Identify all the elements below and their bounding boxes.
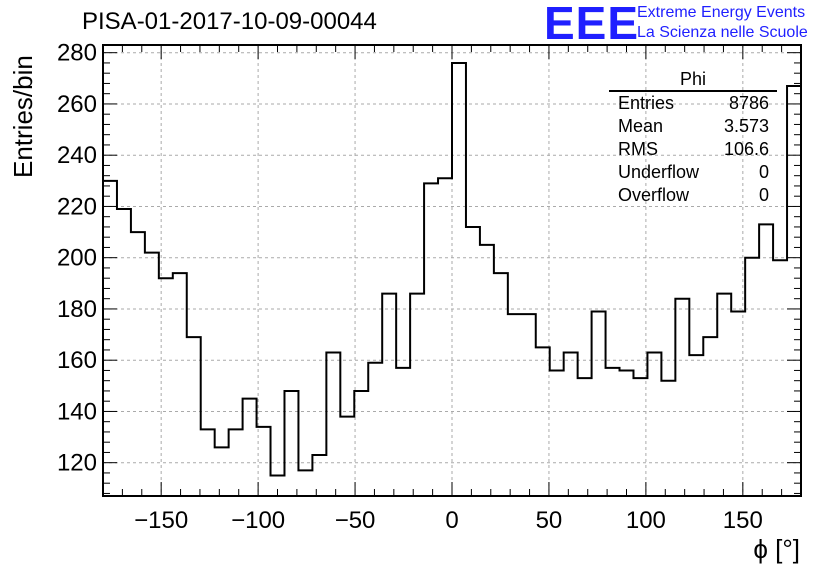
histogram-bin [689, 355, 703, 496]
stats-label: Entries [618, 93, 675, 113]
histogram-bin [284, 391, 298, 496]
histogram-bin [703, 337, 717, 496]
histogram-bin [326, 353, 340, 497]
y-tick-label: 180 [57, 296, 97, 323]
histogram-bin [787, 86, 801, 496]
stats-title: Phi [609, 68, 777, 92]
histogram-bin [564, 353, 578, 497]
org-subtitle: La Scienza nelle Scuole [637, 24, 808, 41]
stats-value: 3.573 [723, 116, 769, 136]
histogram-bin [452, 63, 466, 496]
x-tick-label: −50 [335, 507, 376, 534]
y-tick-label: 260 [57, 91, 97, 118]
histogram-bin [103, 181, 117, 496]
histogram-bin [424, 183, 438, 496]
x-tick-label: 100 [626, 507, 666, 534]
x-tick-label: −150 [134, 507, 188, 534]
histogram-bin [522, 314, 536, 496]
histogram-bin [173, 273, 187, 496]
stats-value: 106.6 [723, 139, 769, 159]
y-tick-label: 280 [57, 40, 97, 67]
stats-label: Underflow [618, 162, 700, 182]
histogram-bin [578, 378, 592, 496]
x-tick-label: 50 [536, 507, 563, 534]
stats-row: Mean 3.573 [609, 115, 777, 138]
histogram-bin [480, 245, 494, 496]
y-tick-label: 160 [57, 347, 97, 374]
histogram-bin [661, 381, 675, 496]
y-tick-label: 140 [57, 398, 97, 425]
histogram-bin [745, 258, 759, 496]
histogram-bin [354, 391, 368, 496]
histogram-bin [647, 353, 661, 497]
histogram-bin [340, 417, 354, 496]
histogram-bin [633, 378, 647, 496]
histogram-bin [410, 294, 424, 496]
histogram-bin [717, 294, 731, 496]
histogram-bin [675, 299, 689, 496]
y-tick-label: 240 [57, 142, 97, 169]
histogram-bin [550, 370, 564, 496]
histogram-outline [103, 61, 801, 477]
stats-label: Mean [618, 116, 664, 136]
histogram-bin [536, 347, 550, 496]
stats-value: 0 [758, 162, 769, 182]
eee-logo: EEE [544, 0, 640, 49]
histogram-bin [396, 368, 410, 496]
chart-title: PISA-01-2017-10-09-00044 [82, 8, 377, 35]
histogram-bin [368, 363, 382, 496]
x-tick-label: 0 [445, 507, 458, 534]
x-tick-label: −100 [231, 507, 285, 534]
stats-label: Overflow [618, 185, 690, 205]
histogram-series [103, 61, 801, 497]
histogram-bin [257, 427, 271, 496]
histogram-bin [145, 253, 159, 496]
histogram-bin [466, 227, 480, 496]
histogram-bin [117, 209, 131, 496]
stats-row: Overflow 0 [609, 184, 777, 207]
y-tick-label: 200 [57, 245, 97, 272]
histogram-bin [312, 455, 326, 496]
y-axis-label: Entries/bin [8, 55, 38, 178]
stats-row: Entries 8786 [609, 92, 777, 115]
histogram-bin [187, 337, 201, 496]
histogram-bin [131, 232, 145, 496]
stats-value: 0 [758, 185, 769, 205]
x-tick-label: 150 [723, 507, 763, 534]
histogram-bin [215, 447, 229, 496]
org-name: Extreme Energy Events [637, 4, 806, 21]
histogram-bin [773, 260, 787, 496]
stats-row: Underflow 0 [609, 161, 777, 184]
axes: −150 −100 −50 0 50 100 150 120 140 160 180 200 220 24… [57, 40, 802, 534]
histogram-bin [592, 312, 606, 497]
histogram-bin [382, 294, 396, 496]
stats-value: 8786 [728, 93, 769, 113]
histogram-bin [606, 368, 620, 496]
histogram-bin [298, 470, 312, 496]
stats-box: Phi Entries 8786 Mean 3.573 RMS 106.6 Under… [609, 68, 777, 207]
stats-row: RMS 106.6 [609, 138, 777, 161]
x-axis-label: ϕ [°] [753, 534, 800, 564]
stats-label: RMS [618, 139, 658, 159]
histogram-bin [243, 399, 257, 496]
y-tick-label: 220 [57, 193, 97, 220]
histogram-bin [508, 314, 522, 496]
y-tick-label: 120 [57, 450, 97, 477]
histogram-bin [620, 370, 634, 496]
histogram-bin [438, 178, 452, 496]
